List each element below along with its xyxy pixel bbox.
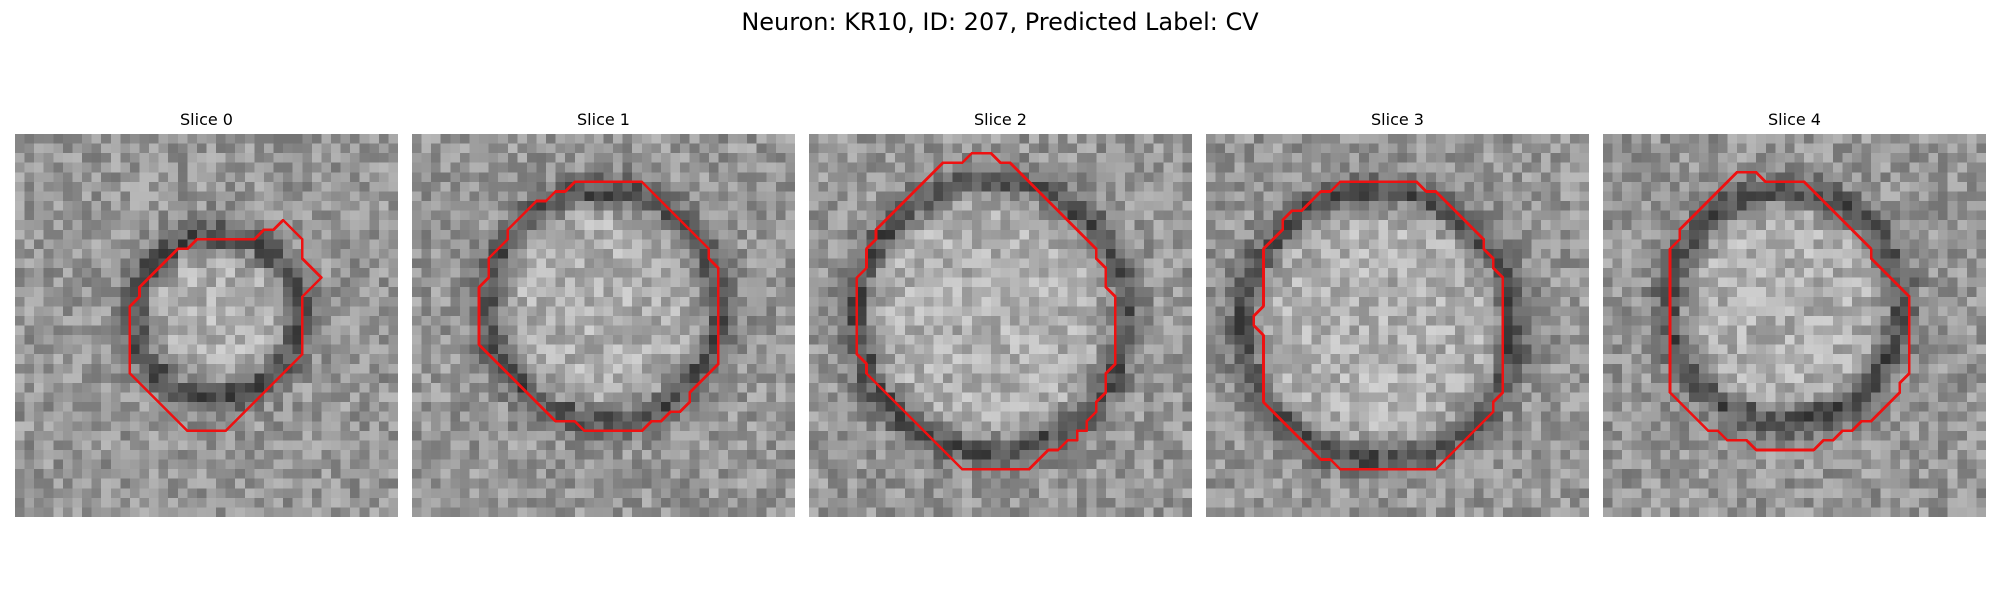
- slice-2-image: [809, 134, 1192, 517]
- slice-0-image: [15, 134, 398, 517]
- slice-1-image: [412, 134, 795, 517]
- slice-2-outline: [855, 151, 1117, 471]
- slice-4-outline: [1668, 170, 1911, 452]
- slice-3-title: Slice 3: [1371, 110, 1424, 129]
- slice-0-outline: [128, 218, 323, 433]
- slice-3-outline: [1252, 180, 1505, 471]
- slice-4-image: [1603, 134, 1986, 517]
- slice-1-title: Slice 1: [577, 110, 630, 129]
- slice-2-title: Slice 2: [974, 110, 1027, 129]
- slice-1-outline: [477, 180, 720, 433]
- figure-title: Neuron: KR10, ID: 207, Predicted Label: …: [741, 8, 1259, 36]
- slice-0-title: Slice 0: [180, 110, 233, 129]
- slice-4-title: Slice 4: [1768, 110, 1821, 129]
- slice-3-image: [1206, 134, 1589, 517]
